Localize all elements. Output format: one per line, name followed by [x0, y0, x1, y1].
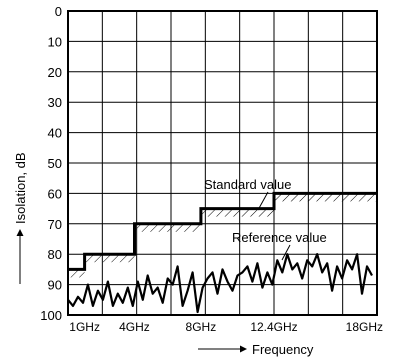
- y-axis-title-group: Isolation, dB: [13, 152, 28, 284]
- grid-lines: [68, 11, 377, 315]
- y-tick-label: 10: [48, 34, 62, 49]
- hatch-band: [84, 254, 135, 263]
- x-tick-labels: 1GHz 4GHz 8GHz 12.4GHz 18GHz: [69, 320, 383, 334]
- y-tick-labels: 0 10 20 30 40 50 60 70 80 90 100: [40, 4, 62, 323]
- annotation-reference-value: Reference value: [232, 230, 327, 245]
- y-tick-label: 90: [48, 278, 62, 293]
- y-axis-label: Isolation, dB: [13, 152, 28, 224]
- standard-value-line: [68, 191, 377, 271]
- y-tick-label: 70: [48, 217, 62, 232]
- x-axis-arrowhead: [240, 345, 247, 353]
- hatch-band: [68, 269, 85, 278]
- plot-frame: [67, 10, 378, 316]
- hatch-band: [134, 223, 201, 232]
- y-tick-label: 50: [48, 156, 62, 171]
- reference-value-line: [67, 253, 373, 314]
- y-tick-label: 30: [48, 95, 62, 110]
- y-tick-label: 40: [48, 126, 62, 141]
- annotation-standard-leader: [257, 191, 269, 211]
- hatch-band: [274, 193, 377, 202]
- y-tick-label: 0: [55, 4, 62, 19]
- x-tick-label: 8GHz: [186, 320, 217, 334]
- standard-value-hatching: [68, 193, 377, 278]
- y-tick-label: 60: [48, 186, 62, 201]
- annotation-standard-value: Standard value: [204, 177, 291, 192]
- y-tick-label: 20: [48, 65, 62, 80]
- x-axis-label: Frequency: [252, 342, 314, 357]
- x-tick-label: 4GHz: [119, 320, 150, 334]
- x-tick-label: 12.4GHz: [250, 320, 297, 334]
- annotation-reference-leader: [281, 244, 291, 261]
- y-tick-label: 80: [48, 247, 62, 262]
- hatch-band: [200, 208, 274, 217]
- x-tick-label: 1GHz: [69, 320, 100, 334]
- x-tick-label: 18GHz: [346, 320, 383, 334]
- y-axis-arrowhead: [16, 229, 24, 236]
- y-tick-label: 100: [40, 308, 62, 323]
